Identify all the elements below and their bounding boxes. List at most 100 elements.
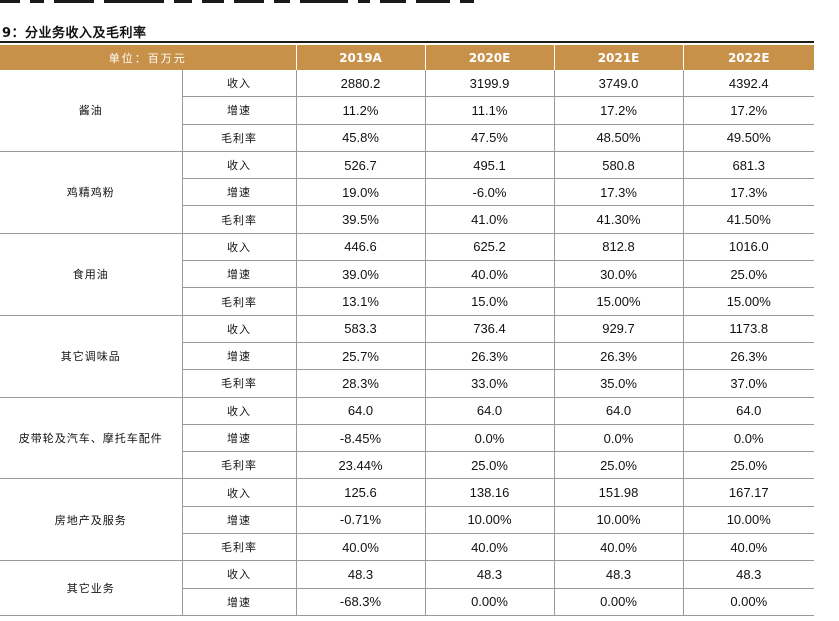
value-cell: 0.0%: [425, 424, 555, 453]
value-cell: 10.00%: [554, 506, 684, 535]
segment-name: 皮带轮及汽车、摩托车配件: [0, 397, 183, 480]
table-body: 酱油 收入 2880.2 3199.9 3749.0 4392.4 增速 11.2% 11.1%…: [0, 70, 814, 616]
table-row: 其它业务 收入 48.3 48.3 48.3 48.3: [0, 560, 814, 616]
value-cell: 25.7%: [296, 342, 426, 371]
value-cell: 28.3%: [296, 369, 426, 398]
value-cell: 3749.0: [554, 70, 684, 98]
value-cell: 17.2%: [554, 96, 684, 125]
value-cell: 40.0%: [296, 533, 426, 562]
value-cell: 0.00%: [554, 588, 684, 616]
metric-label: 增速: [182, 260, 297, 289]
value-cell: 64.0: [296, 397, 426, 425]
table-row: 增速 11.2% 11.1% 17.2% 17.2%: [0, 96, 814, 125]
value-cell: 929.7: [554, 315, 684, 343]
value-cell: -8.45%: [296, 424, 426, 453]
value-cell: 17.3%: [683, 178, 814, 207]
metric-label: 毛利率: [182, 205, 297, 234]
value-cell: 15.00%: [683, 287, 814, 316]
metric-label: 增速: [182, 96, 297, 125]
metric-label: 毛利率: [182, 533, 297, 562]
metric-label: 增速: [182, 178, 297, 207]
value-cell: 26.3%: [683, 342, 814, 371]
value-cell: 26.3%: [425, 342, 555, 371]
year-header: 2021E: [554, 45, 684, 70]
metric-label: 收入: [182, 478, 297, 507]
value-cell: 48.3: [683, 560, 814, 589]
segment-name: 食用油: [0, 233, 183, 316]
value-cell: 0.0%: [554, 424, 684, 453]
value-cell: 48.3: [425, 560, 555, 589]
value-cell: 2880.2: [296, 70, 426, 98]
value-cell: 625.2: [425, 233, 555, 262]
metric-label: 收入: [182, 70, 297, 98]
segment-name: 其它业务: [0, 560, 183, 616]
value-cell: -0.71%: [296, 506, 426, 535]
value-cell: -6.0%: [425, 178, 555, 207]
table-row: 增速 -8.45% 0.0% 0.0% 0.0%: [0, 424, 814, 453]
value-cell: 11.1%: [425, 96, 555, 125]
value-cell: 35.0%: [554, 369, 684, 398]
value-cell: 580.8: [554, 151, 684, 180]
table-row: 增速 -0.71% 10.00% 10.00% 10.00%: [0, 506, 814, 535]
metric-label: 增速: [182, 588, 297, 616]
value-cell: 48.3: [554, 560, 684, 589]
table-row: 毛利率 13.1% 15.0% 15.00% 15.00%: [0, 287, 814, 316]
value-cell: 25.0%: [425, 451, 555, 480]
value-cell: 40.0%: [425, 533, 555, 562]
table-row: 增速 39.0% 40.0% 30.0% 25.0%: [0, 260, 814, 289]
value-cell: 10.00%: [683, 506, 814, 535]
segment-revenue-table: 单位：百万元 2019A 2020E 2021E 2022E 酱油 收入 2880.…: [0, 45, 814, 616]
metric-label: 毛利率: [182, 451, 297, 480]
value-cell: 4392.4: [683, 70, 814, 98]
table-header-row: 单位：百万元 2019A 2020E 2021E 2022E: [0, 45, 814, 70]
value-cell: 1173.8: [683, 315, 814, 343]
segment-name: 房地产及服务: [0, 478, 183, 562]
value-cell: 45.8%: [296, 124, 426, 152]
table-row: 毛利率 40.0% 40.0% 40.0% 40.0%: [0, 533, 814, 562]
value-cell: 17.3%: [554, 178, 684, 207]
value-cell: 526.7: [296, 151, 426, 180]
metric-label: 毛利率: [182, 287, 297, 316]
table-row: 其它调味品 收入 583.3 736.4 929.7 1173.8: [0, 315, 814, 398]
value-cell: 23.44%: [296, 451, 426, 480]
cropped-text-line-above: [0, 0, 500, 5]
value-cell: 25.0%: [683, 260, 814, 289]
table-row: 增速 -68.3% 0.00% 0.00% 0.00%: [0, 588, 814, 616]
year-header: 2020E: [425, 45, 555, 70]
caption-rule: [0, 41, 814, 43]
value-cell: 0.00%: [425, 588, 555, 616]
metric-label: 收入: [182, 560, 297, 589]
metric-label: 收入: [182, 397, 297, 425]
table-row: 毛利率 39.5% 41.0% 41.30% 41.50%: [0, 205, 814, 234]
value-cell: 583.3: [296, 315, 426, 343]
value-cell: 0.00%: [683, 588, 814, 616]
metric-label: 毛利率: [182, 124, 297, 152]
value-cell: 151.98: [554, 478, 684, 507]
value-cell: 47.5%: [425, 124, 555, 152]
metric-label: 收入: [182, 233, 297, 262]
value-cell: 495.1: [425, 151, 555, 180]
value-cell: 167.17: [683, 478, 814, 507]
value-cell: 40.0%: [425, 260, 555, 289]
value-cell: 25.0%: [683, 451, 814, 480]
metric-label: 增速: [182, 506, 297, 535]
table-row: 鸡精鸡粉 收入 526.7 495.1 580.8 681.3: [0, 151, 814, 234]
table-row: 增速 19.0% -6.0% 17.3% 17.3%: [0, 178, 814, 207]
table-row: 增速 25.7% 26.3% 26.3% 26.3%: [0, 342, 814, 371]
value-cell: 30.0%: [554, 260, 684, 289]
table-row: 酱油 收入 2880.2 3199.9 3749.0 4392.4: [0, 70, 814, 152]
metric-label: 增速: [182, 342, 297, 371]
metric-label: 增速: [182, 424, 297, 453]
value-cell: 15.00%: [554, 287, 684, 316]
segment-name: 其它调味品: [0, 315, 183, 398]
value-cell: 64.0: [683, 397, 814, 425]
value-cell: 13.1%: [296, 287, 426, 316]
table-row: 毛利率 28.3% 33.0% 35.0% 37.0%: [0, 369, 814, 398]
value-cell: 33.0%: [425, 369, 555, 398]
value-cell: 3199.9: [425, 70, 555, 98]
value-cell: 40.0%: [554, 533, 684, 562]
table-row: 食用油 收入 446.6 625.2 812.8 1016.0: [0, 233, 814, 316]
value-cell: 15.0%: [425, 287, 555, 316]
value-cell: 1016.0: [683, 233, 814, 262]
value-cell: 39.0%: [296, 260, 426, 289]
